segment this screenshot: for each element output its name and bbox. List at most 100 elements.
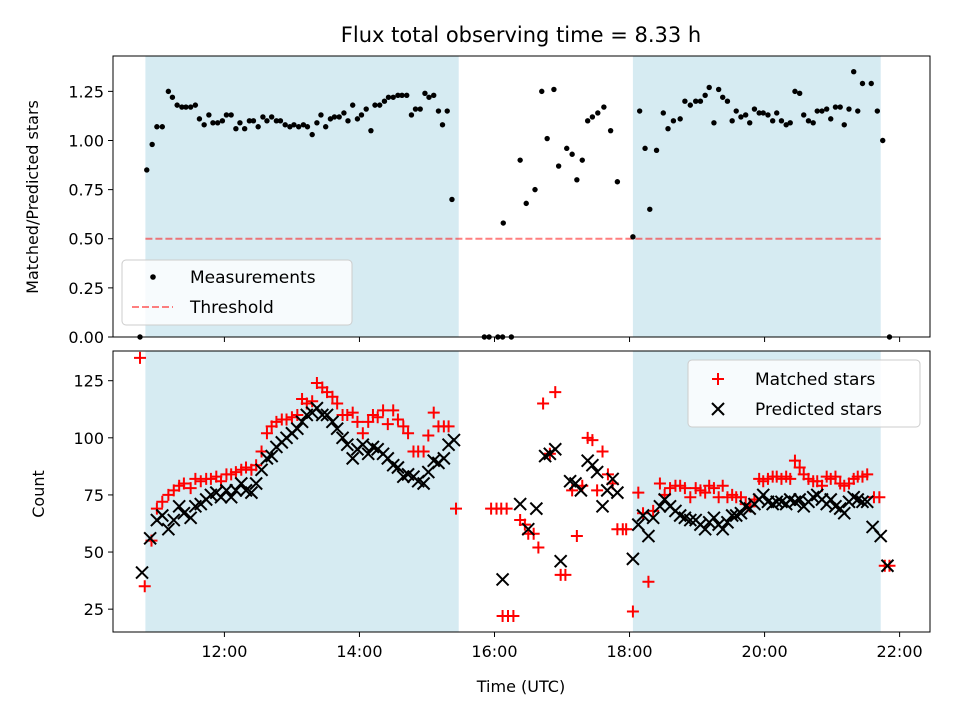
predicted-point xyxy=(725,508,739,523)
matched-point xyxy=(280,413,293,426)
predicted-point xyxy=(716,522,730,536)
measurement-point xyxy=(341,110,347,116)
predicted-point xyxy=(345,451,360,466)
matched-point xyxy=(156,495,169,508)
measurement-point xyxy=(228,112,234,118)
measurement-point xyxy=(331,114,338,120)
matched-point xyxy=(637,507,650,520)
predicted-point xyxy=(264,449,279,463)
top-y-axis-label: Matched/Predicted stars xyxy=(23,100,42,294)
measurement-point xyxy=(187,104,194,110)
measurement-point xyxy=(760,110,766,116)
measurement-point xyxy=(653,147,660,154)
measurement-point xyxy=(579,157,585,163)
top-legend: Measurements Threshold xyxy=(121,259,353,326)
measurement-point xyxy=(720,94,726,100)
measurement-point xyxy=(595,110,601,116)
measurement-point xyxy=(832,104,839,110)
measurement-point xyxy=(805,118,812,124)
matched-point xyxy=(507,610,520,623)
predicted-point xyxy=(600,483,614,498)
predicted-point xyxy=(806,490,820,504)
measurement-point xyxy=(665,126,671,132)
predicted-point xyxy=(320,408,334,422)
matched-legend-marker xyxy=(712,373,724,385)
predicted-point xyxy=(646,511,660,525)
measurement-point xyxy=(787,120,793,126)
predicted-point xyxy=(330,421,344,436)
predicted-point xyxy=(254,463,269,477)
measurement-point xyxy=(144,167,150,173)
measurement-point xyxy=(711,120,717,126)
y-tick-label: 25 xyxy=(84,600,104,619)
measurement-point xyxy=(729,118,735,124)
predicted-point xyxy=(340,437,355,452)
matched-point xyxy=(270,415,283,428)
predicted-point xyxy=(214,490,228,504)
matched-point xyxy=(684,491,697,504)
x-tick-label: 14:00 xyxy=(336,642,382,661)
measurement-point xyxy=(336,114,342,120)
measurement-point xyxy=(426,94,432,100)
predicted-point xyxy=(683,513,698,527)
predicted-point xyxy=(290,421,305,436)
measurement-point xyxy=(601,104,607,110)
measurement-point xyxy=(801,112,807,118)
predicted-point xyxy=(657,492,672,507)
measurement-point xyxy=(569,151,575,157)
predicted-point xyxy=(219,483,234,498)
y-tick-label: 100 xyxy=(73,429,104,448)
predicted-point xyxy=(765,497,780,511)
measurement-point xyxy=(196,116,203,122)
measurement-point xyxy=(636,108,643,114)
measurement-point xyxy=(291,122,297,128)
matched-point xyxy=(586,434,599,447)
measurement-point xyxy=(431,92,437,99)
measurement-point xyxy=(264,118,270,124)
matched-point xyxy=(397,420,410,433)
predicted-point xyxy=(325,415,340,429)
matched-point xyxy=(377,404,390,417)
measurement-point xyxy=(880,137,886,144)
measurement-point xyxy=(814,108,820,114)
predicted-point xyxy=(574,483,588,498)
matched-point xyxy=(306,395,319,408)
matched-point xyxy=(177,477,190,490)
measurement-point xyxy=(819,108,825,114)
predicted-point xyxy=(880,559,895,573)
x-tick-label: 16:00 xyxy=(471,642,517,661)
measurement-point xyxy=(322,124,329,130)
predicted-point xyxy=(135,565,149,580)
predicted-point xyxy=(521,522,535,536)
measurement-point xyxy=(260,114,266,120)
measurement-point xyxy=(345,118,351,124)
matched-point xyxy=(285,411,298,424)
measurement-point xyxy=(309,131,315,138)
measurement-point xyxy=(765,112,771,118)
measurement-point xyxy=(381,98,388,104)
predicted-point xyxy=(734,506,748,520)
measurement-point xyxy=(149,141,155,148)
measurement-point xyxy=(439,122,446,128)
y-tick-label: 0.50 xyxy=(68,230,104,249)
matched-point xyxy=(788,454,801,467)
measurement-point xyxy=(174,102,180,108)
measurement-point xyxy=(169,94,176,100)
measurement-point xyxy=(774,110,780,116)
predicted-point xyxy=(636,508,650,523)
matched-point xyxy=(632,486,645,499)
measurement-point xyxy=(796,90,803,97)
measurement-point xyxy=(733,108,739,114)
measurement-point xyxy=(277,118,284,124)
matched-point xyxy=(427,406,440,419)
matched-point xyxy=(387,404,400,417)
predicted-point xyxy=(837,506,851,520)
measurement-point xyxy=(412,106,419,112)
measurement-point xyxy=(295,124,302,130)
measurement-point xyxy=(159,124,165,130)
matched-point xyxy=(537,397,550,410)
measurement-point xyxy=(404,92,410,99)
predicted-point xyxy=(244,485,259,500)
matched-point xyxy=(647,504,660,517)
predicted-point xyxy=(590,465,604,479)
